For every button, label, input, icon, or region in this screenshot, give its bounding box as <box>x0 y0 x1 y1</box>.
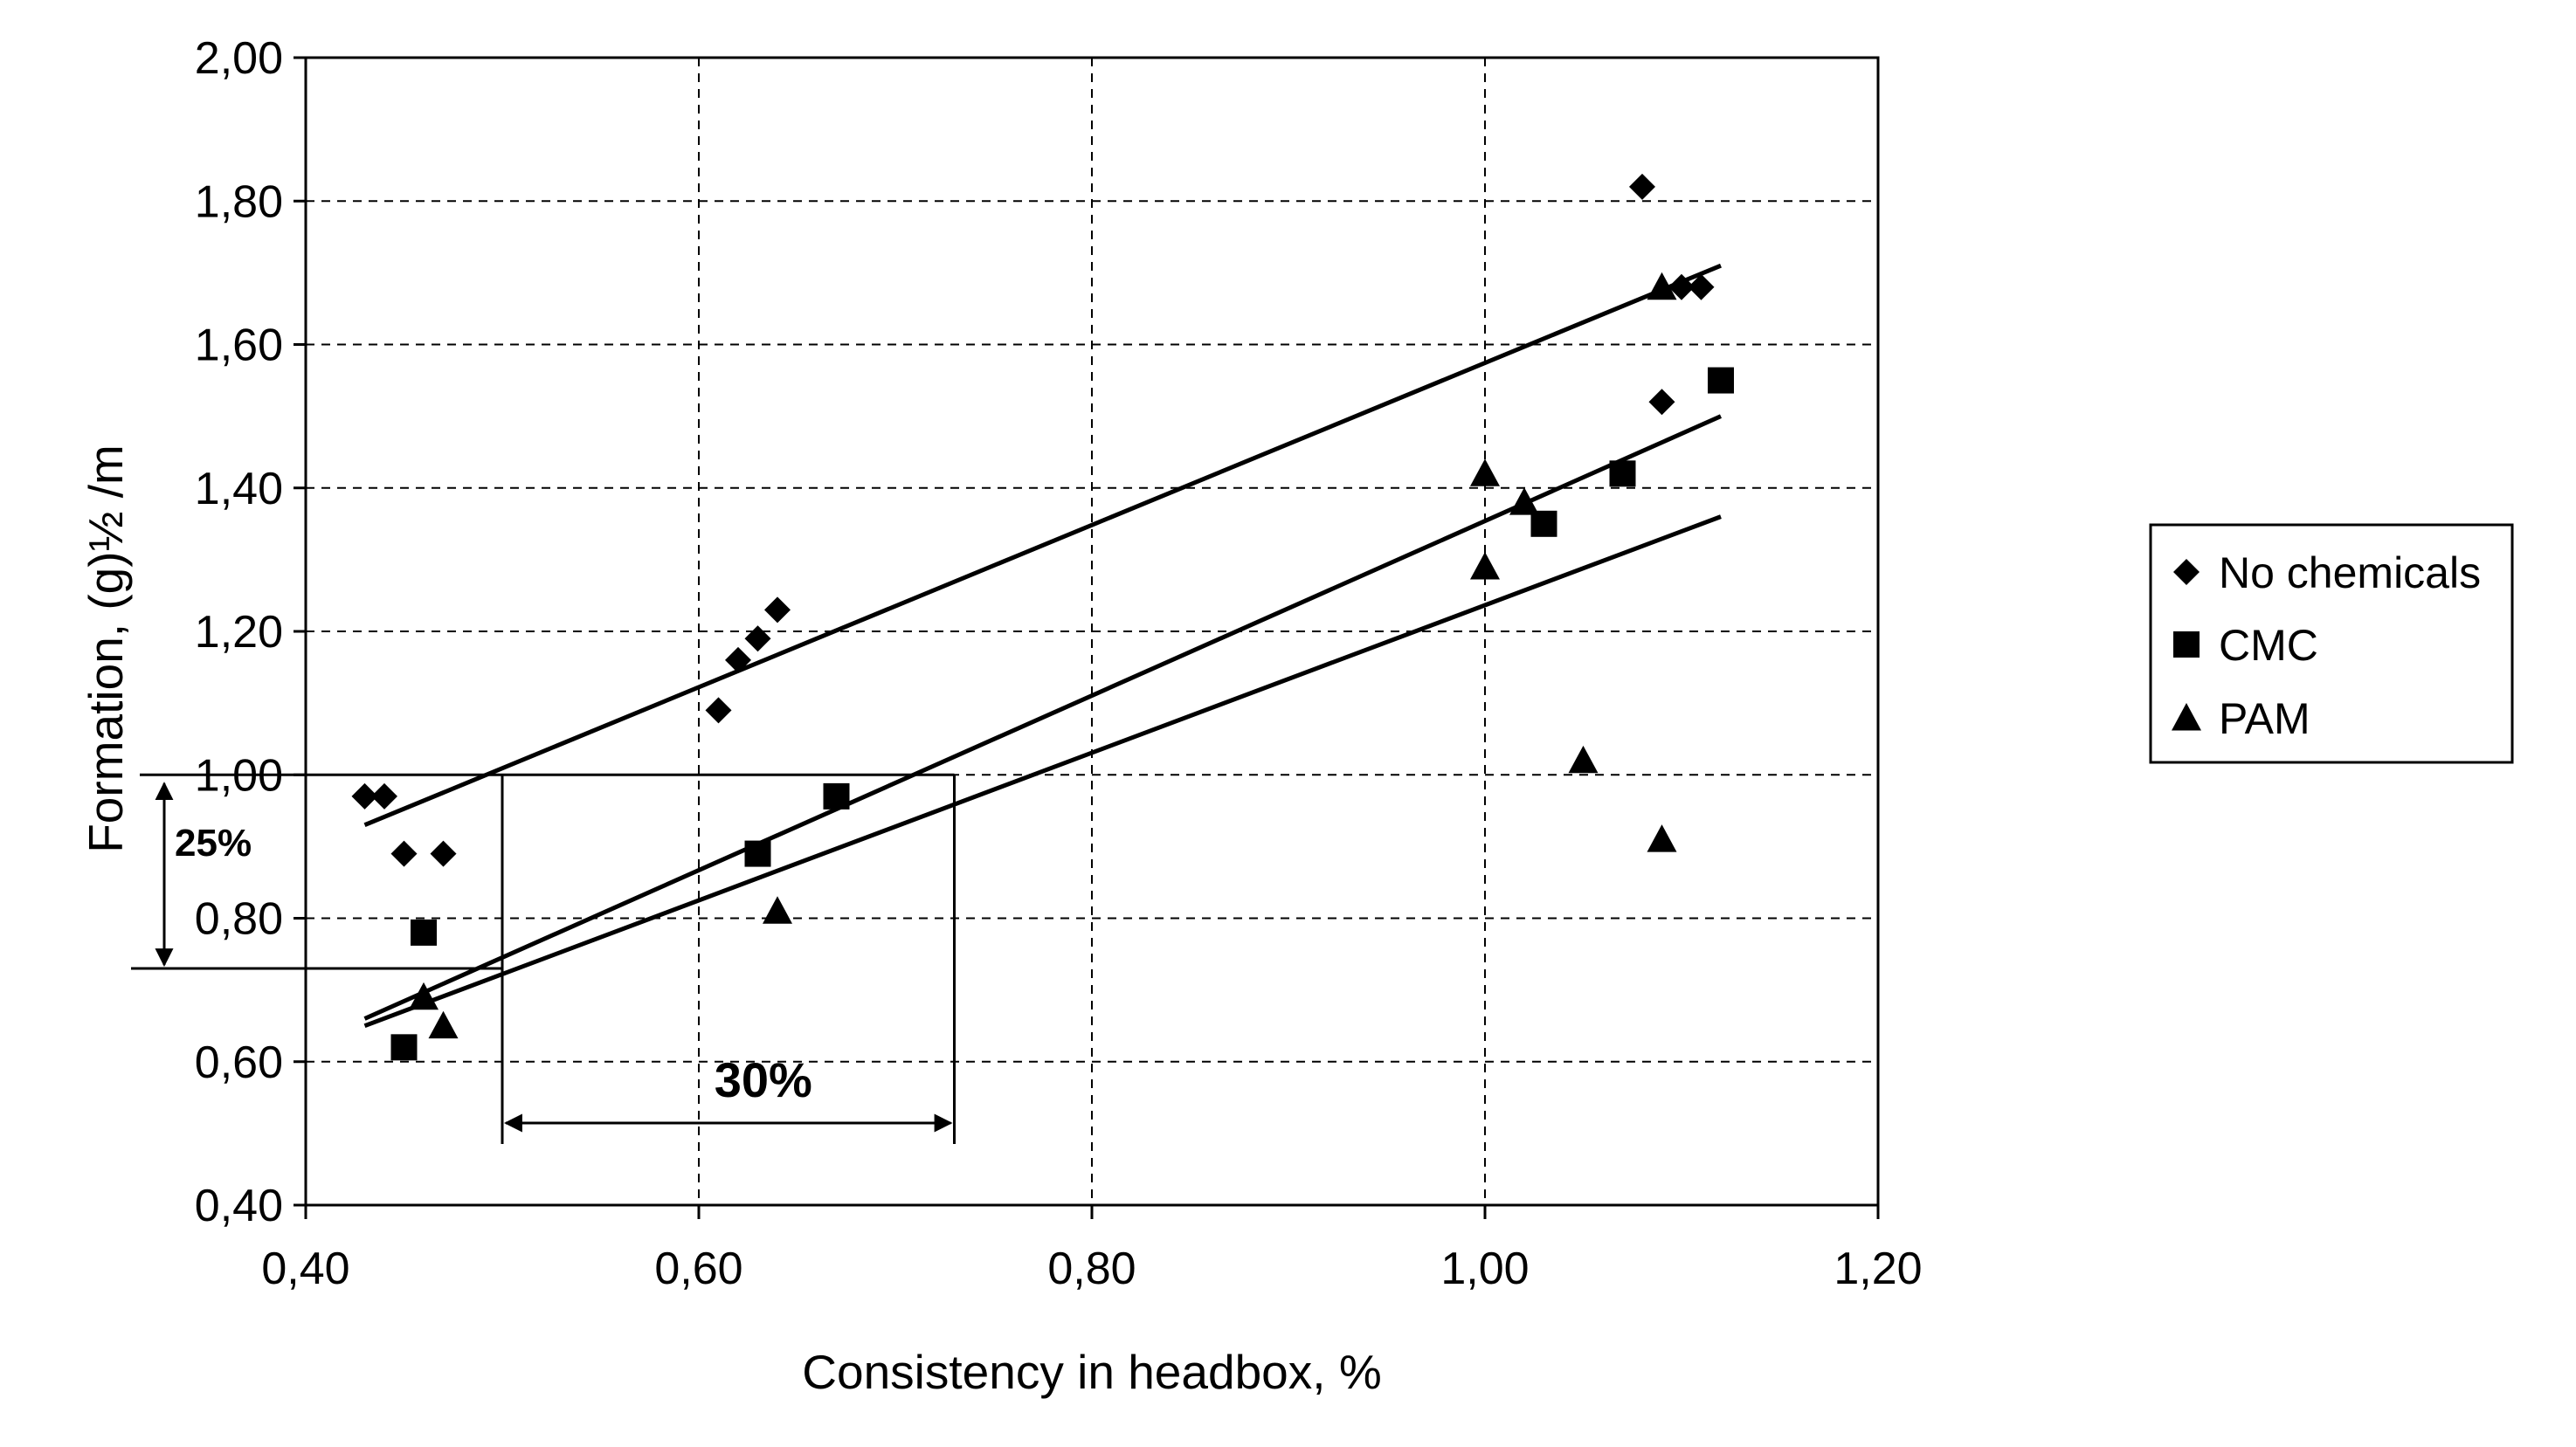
y-tick-label: 1,40 <box>195 464 283 514</box>
y-tick-label: 0,60 <box>195 1037 283 1088</box>
legend-label: PAM <box>2219 694 2310 743</box>
data-point-triangle <box>429 1011 459 1038</box>
y-tick-label: 0,40 <box>195 1181 283 1231</box>
data-point-triangle <box>1569 746 1599 773</box>
annotation-30-percent: 30% <box>715 1052 812 1107</box>
legend-label: CMC <box>2219 621 2318 670</box>
data-point-diamond <box>1649 389 1675 415</box>
x-tick-label: 1,00 <box>1440 1244 1529 1294</box>
data-point-square <box>411 920 437 946</box>
y-tick-label: 1,60 <box>195 320 283 371</box>
y-tick-label: 1,20 <box>195 607 283 658</box>
data-point-square <box>745 841 771 867</box>
data-point-triangle <box>1470 458 1500 486</box>
x-tick-label: 0,60 <box>654 1244 742 1294</box>
data-point-triangle <box>1470 552 1500 579</box>
data-point-diamond <box>706 697 732 723</box>
x-tick-label: 1,20 <box>1834 1244 1922 1294</box>
annotation-25-percent: 25% <box>175 822 252 865</box>
y-tick-label: 1,80 <box>195 176 283 227</box>
trendline <box>365 265 1722 825</box>
data-point-triangle <box>1647 824 1677 851</box>
x-tick-label: 0,40 <box>261 1244 349 1294</box>
legend: No chemicals CMC PAM <box>2151 525 2512 762</box>
data-point-diamond <box>745 625 771 651</box>
y-tick-label: 2,00 <box>195 33 283 84</box>
trendline <box>365 517 1722 1026</box>
data-point-square <box>824 783 850 810</box>
x-tick-label: 0,80 <box>1047 1244 1136 1294</box>
legend-marker-square <box>2173 631 2200 658</box>
data-point-diamond <box>431 841 457 867</box>
data-point-square <box>391 1034 418 1060</box>
trendlines <box>365 265 1722 1026</box>
grid <box>306 58 1878 1205</box>
y-tick-label: 0,80 <box>195 894 283 945</box>
x-axis-title: Consistency in headbox, % <box>802 1345 1381 1399</box>
data-point-diamond <box>391 841 418 867</box>
data-point-square <box>1708 368 1734 394</box>
data-point-square <box>1610 460 1636 486</box>
data-point-diamond <box>371 783 397 810</box>
legend-label: No chemicals <box>2219 548 2481 597</box>
data-points <box>352 174 1735 1060</box>
y-axis-title: Formation, (g)½ /m <box>79 444 133 853</box>
axes: 2,00 1,80 1,60 1,40 1,20 1,00 0,80 0,60 0,40 0,40… <box>79 33 1923 1399</box>
data-point-diamond <box>1629 174 1655 200</box>
data-point-triangle <box>763 896 792 923</box>
data-point-diamond <box>764 596 791 623</box>
